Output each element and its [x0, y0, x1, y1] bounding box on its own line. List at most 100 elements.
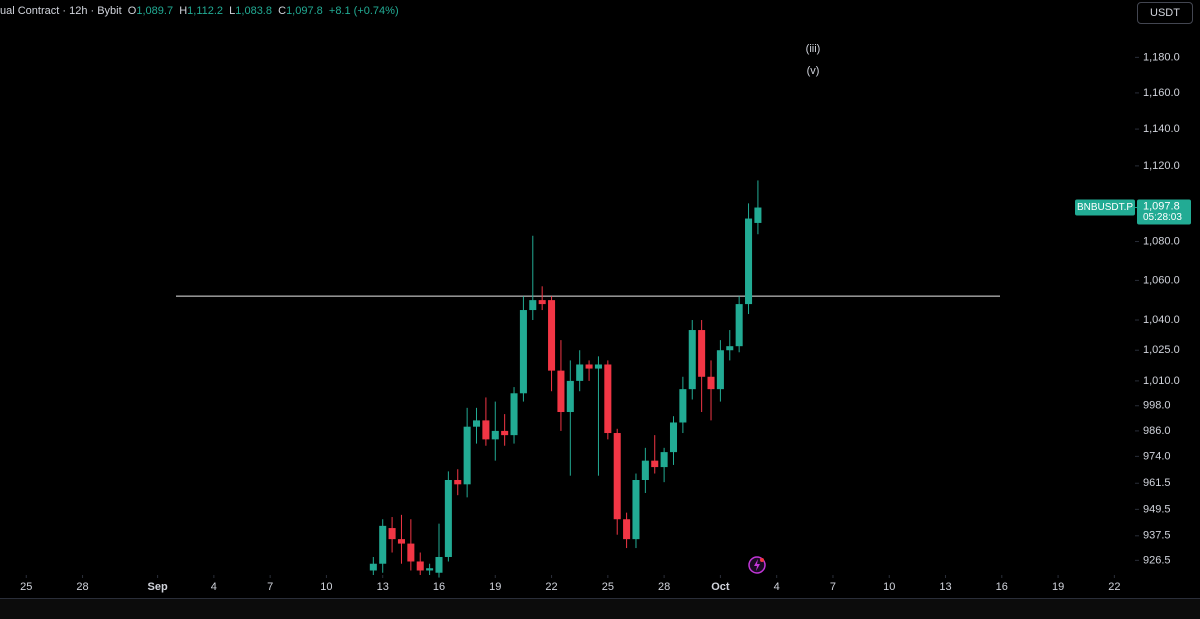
candle-body: [426, 568, 434, 571]
candle-body: [529, 300, 537, 311]
y-tick-label: 974.0: [1143, 450, 1171, 462]
y-tick-label: 926.5: [1143, 554, 1171, 566]
symbol-header: ual Contract · 12h · Bybit O1,089.7 H1,1…: [0, 5, 399, 17]
event-icon: [748, 556, 766, 574]
y-tick-label: 961.5: [1143, 477, 1171, 489]
open-value: 1,089.7: [136, 5, 174, 17]
y-tick-label: 1,080.0: [1143, 235, 1180, 247]
candle-body: [416, 561, 424, 571]
x-tick-label: 22: [545, 581, 557, 593]
x-tick-label: 28: [76, 581, 88, 593]
y-tick-label: 1,010.0: [1143, 375, 1180, 387]
candle-body: [623, 519, 631, 540]
candle-body: [698, 330, 706, 377]
candle-body: [679, 389, 687, 423]
change-value: +8.1 (+0.74%): [328, 5, 399, 17]
candle-body: [369, 563, 377, 571]
candle-body: [472, 420, 481, 427]
x-tick-label: 16: [433, 581, 445, 593]
candle-body: [454, 479, 462, 485]
candle-body: [745, 218, 753, 305]
y-tick-label: 1,120.0: [1143, 160, 1180, 172]
currency-button[interactable]: USDT: [1137, 2, 1193, 24]
low-value: 1,083.8: [235, 5, 272, 17]
x-tick-label: 4: [211, 581, 217, 593]
x-tick-label: 22: [1108, 581, 1120, 593]
x-tick-label: 19: [489, 581, 501, 593]
x-tick-label: 7: [830, 581, 836, 593]
x-tick-label: 28: [658, 581, 670, 593]
candle-body: [510, 393, 518, 436]
y-tick-label: 937.5: [1143, 530, 1171, 542]
candle-body: [397, 539, 405, 544]
candle-body: [585, 364, 593, 369]
x-tick-label: 25: [20, 581, 32, 593]
y-tick-label: 1,060.0: [1143, 274, 1180, 286]
candle-body: [641, 460, 649, 480]
price-tag: [1137, 199, 1191, 225]
c-label: C: [278, 5, 287, 17]
candle-body: [566, 380, 574, 413]
o-label: O: [127, 5, 137, 17]
candle-body: [501, 430, 509, 436]
y-tick-label: 986.0: [1143, 425, 1171, 437]
y-tick-label: 1,025.0: [1143, 344, 1180, 356]
x-tick-label: 13: [377, 581, 389, 593]
x-tick-label: Sep: [147, 581, 167, 593]
candle-body: [594, 364, 602, 369]
h-label: H: [179, 5, 188, 17]
candle-body: [604, 364, 612, 434]
candle-body: [688, 330, 696, 390]
x-tick-label: Oct: [711, 581, 730, 593]
candle-body: [754, 207, 762, 223]
x-tick-label: 4: [774, 581, 780, 593]
candle-body: [707, 376, 715, 390]
candle-body: [726, 346, 734, 351]
x-tick-label: 25: [602, 581, 614, 593]
candle-body: [482, 420, 490, 440]
close-value: 1,097.8: [286, 5, 323, 17]
y-tick-label: 998.0: [1143, 400, 1171, 412]
candle-body: [651, 460, 659, 468]
x-tick-label: 10: [320, 581, 332, 593]
high-value: 1,112.2: [187, 5, 224, 17]
candle-body: [669, 422, 678, 453]
annotation: (v): [807, 65, 820, 77]
candle-body: [716, 350, 724, 390]
x-tick-label: 19: [1052, 581, 1064, 593]
candle-body: [407, 543, 415, 562]
y-tick-label: 1,160.0: [1143, 87, 1180, 99]
y-tick-label: 1,180.0: [1143, 51, 1180, 63]
y-tick-label: 949.5: [1143, 503, 1171, 515]
symbol: ual Contract · 12h · Bybit: [0, 5, 122, 17]
candle-body: [576, 364, 584, 381]
chart: 1,180.0 1,160.0 1,140.0 1,120.0 1,080.0 1,060…: [20, 43, 1191, 593]
annotation: (iii): [806, 43, 821, 55]
candle-body: [491, 430, 499, 440]
price-label: 1,097.8: [1143, 200, 1180, 212]
candle-body: [613, 433, 621, 520]
x-tick-label: 16: [996, 581, 1008, 593]
x-tick-label: 13: [939, 581, 951, 593]
candle-body: [519, 310, 527, 394]
candle-body: [444, 479, 452, 557]
candle-body: [379, 525, 387, 564]
candle-body: [735, 304, 743, 347]
candle-body: [557, 370, 565, 413]
candle-body: [548, 300, 556, 371]
footer-bar: [0, 598, 1200, 619]
candle-body: [463, 426, 471, 485]
candle-body: [632, 479, 640, 540]
candle-body: [388, 528, 396, 540]
candle-body: [660, 452, 668, 468]
countdown-label: 05:28:03: [1143, 212, 1182, 223]
y-tick-label: 1,140.0: [1143, 123, 1180, 135]
x-tick-label: 10: [883, 581, 895, 593]
y-tick-label: 1,040.0: [1143, 314, 1180, 326]
symbol-label: BNBUSDT.P: [1077, 202, 1133, 213]
candle-body: [538, 300, 546, 305]
l-label: L: [229, 5, 236, 17]
symbol-tag: [1075, 199, 1135, 216]
x-tick-label: 7: [267, 581, 273, 593]
